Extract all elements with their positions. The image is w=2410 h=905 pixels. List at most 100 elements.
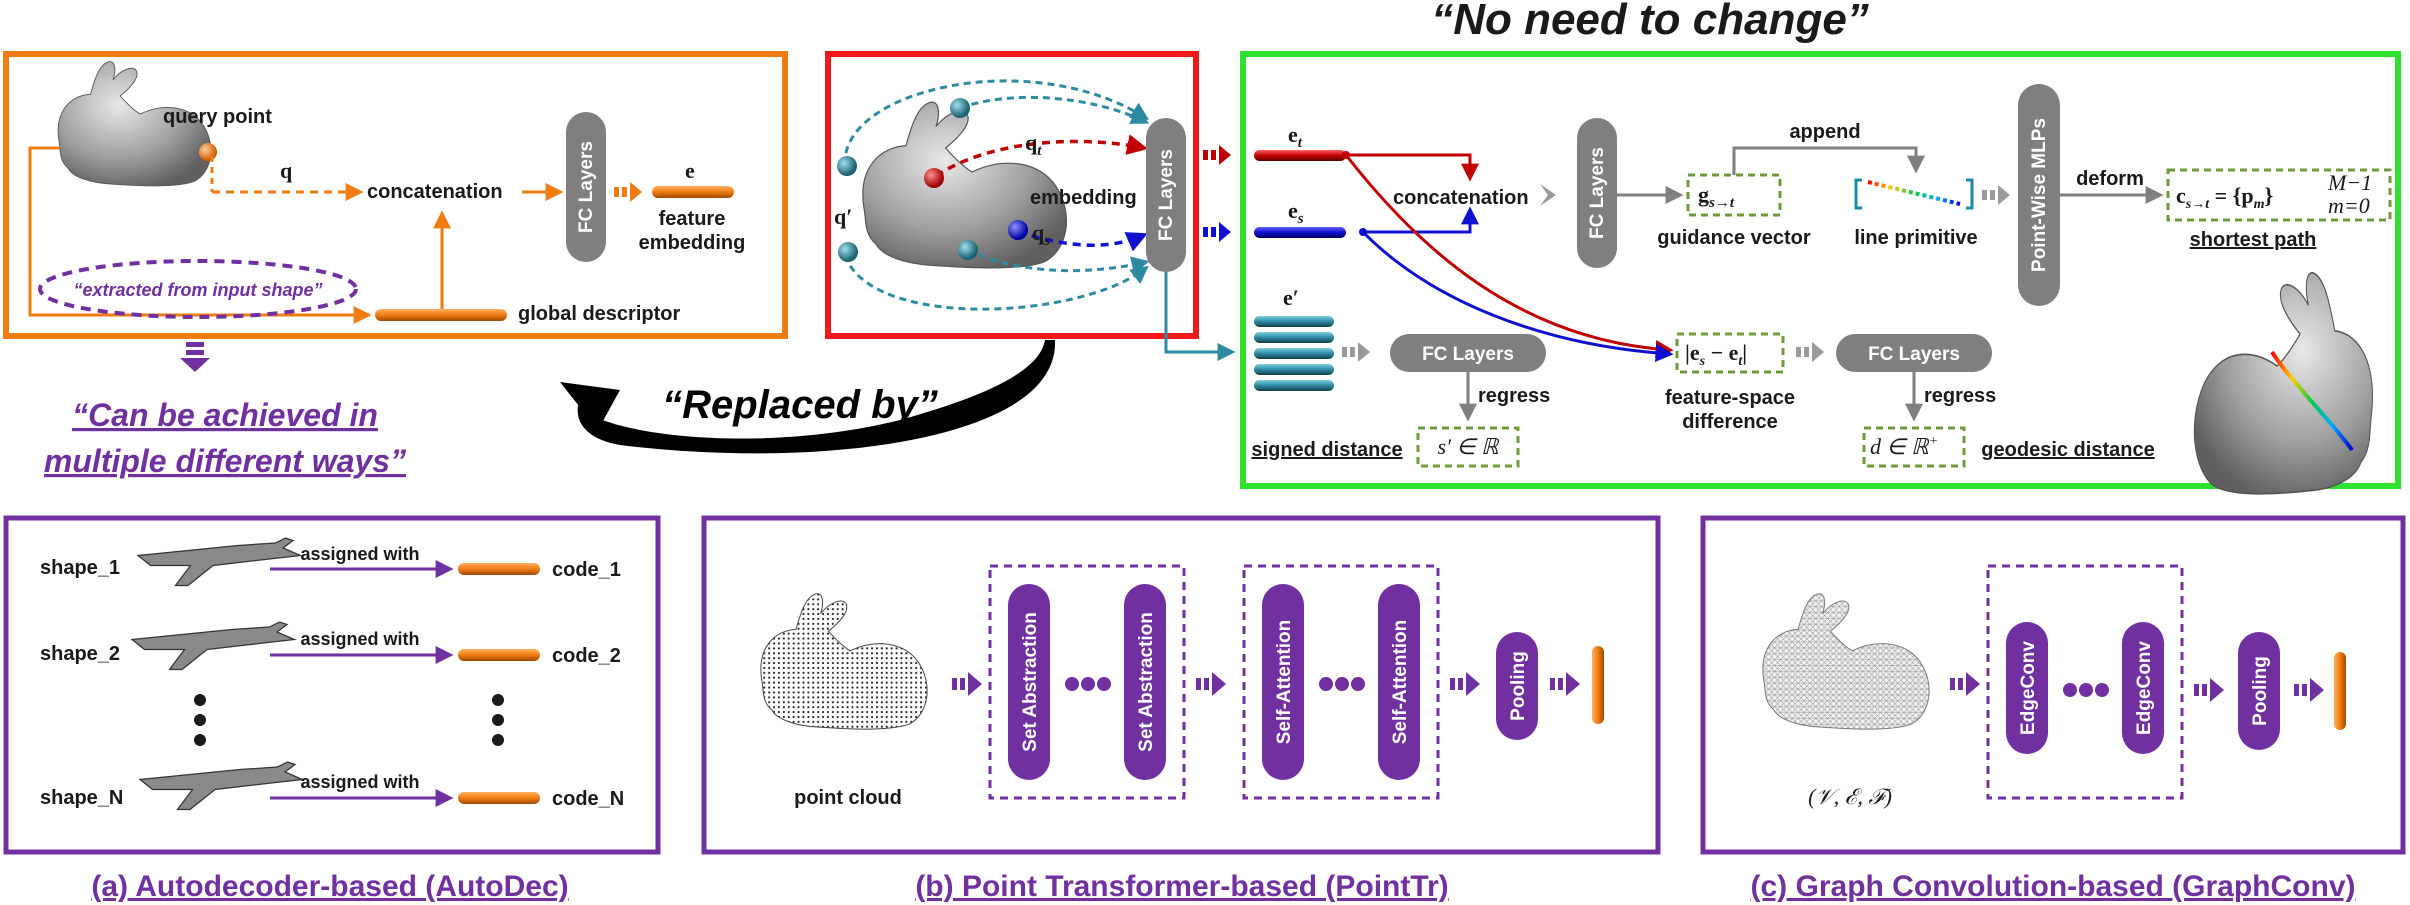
concatenation-label-right: concatenation (1393, 187, 1529, 209)
set-abstraction-pill-2 (1124, 584, 1166, 780)
point-cloud-image (760, 593, 928, 730)
teal-curve-4 (967, 248, 1150, 275)
graph-notation: (𝒱, ℰ, ℱ) (1808, 784, 1892, 809)
line-primitive-graphic (1854, 178, 1974, 210)
fc-layers-gd-label: FC Layers (1868, 344, 1960, 365)
pointwise-mlps-label: Point-Wise MLPs (2029, 118, 2050, 272)
d-formula: d ∈ ℝ+ (1870, 434, 1938, 459)
triple-arrow-blue (1203, 222, 1231, 242)
fc-layers-main-label: FC Layers (1587, 147, 1608, 239)
replaced-by-swoosh (577, 340, 1056, 454)
replaced-by-label: “Replaced by” (662, 383, 938, 427)
mesh-bunny-image (1762, 593, 1930, 730)
edgeconv-label-1: EdgeConv (2018, 641, 2039, 735)
triple-arrow-gray-1 (1982, 185, 2010, 205)
s-prime-box (1416, 426, 1520, 468)
append-label: append (1789, 121, 1860, 143)
triple-arrow-orange-1 (614, 182, 642, 202)
c-sup: M−1 (2327, 170, 2372, 195)
concatenation-label-left: concatenation (367, 181, 503, 203)
c-low: m=0 (2328, 193, 2370, 218)
query-point-marker (199, 143, 217, 161)
code-n-label: code_N (552, 788, 624, 810)
fc-layers-left-label: FC Layers (576, 141, 597, 233)
edgeconv-pill-1 (2006, 622, 2048, 754)
output-code-bar-b (1592, 646, 1604, 724)
code-1-label: code_1 (552, 559, 621, 581)
feature-label: feature (659, 208, 726, 230)
teal-curve-3 (843, 254, 1149, 311)
append-arrow (1732, 146, 1925, 175)
extracted-label: “extracted from input shape” (73, 280, 322, 300)
pooling-pill-b (1496, 632, 1538, 740)
point-cloud-label: point cloud (794, 787, 902, 809)
q-t-label: qt (1025, 130, 1042, 159)
ellipsis-dots-a-left (194, 694, 206, 746)
e-t-to-concat (1346, 153, 1479, 182)
e-s-to-diff (1361, 230, 1674, 362)
extracted-ellipse (38, 259, 358, 319)
edgeconv-pill-2 (2122, 622, 2164, 754)
feature-space-label-2: difference (1682, 411, 1778, 433)
geodesic-distance-label: geodesic distance (1981, 439, 2154, 461)
shape-1-label: shape_1 (40, 557, 120, 579)
deform-label: deform (2076, 168, 2144, 190)
e-t-to-diff (1344, 154, 1674, 359)
multi-ways-line-1: “Can be achieved in (72, 397, 378, 433)
triple-arrow-purple-b4 (1550, 672, 1580, 696)
caption-c: (c) Graph Convolution-based (GraphConv) (1751, 870, 2356, 903)
shape-2-label: shape_2 (40, 643, 120, 665)
purple-down-arrow (180, 342, 210, 372)
ellipsis-dots-c (2063, 683, 2109, 697)
q-s-label: qs (1032, 220, 1050, 249)
ellipsis-dots-b2 (1319, 677, 1365, 691)
plane-2-image (131, 621, 296, 671)
fc-layers-pill-main (1577, 118, 1617, 268)
teal-point-3 (838, 242, 858, 262)
pointwise-mlps-pill (2018, 84, 2060, 306)
code-2-bar (458, 649, 540, 661)
e-t-label: et (1288, 122, 1303, 151)
original-pipeline-box (3, 51, 788, 339)
q-t-arrow (935, 134, 1149, 178)
q-t-point (924, 168, 944, 188)
caption-b: (b) Point Transformer-based (PointTr) (915, 870, 1448, 903)
shape-n-label: shape_N (40, 787, 123, 809)
replacement-box (825, 51, 1199, 339)
self-attention-pill-2 (1378, 584, 1420, 780)
fc-layers-pill-sd (1390, 334, 1546, 372)
g-formula: gs→t (1698, 182, 1735, 211)
teal-curve-1 (843, 79, 1150, 166)
assigned-label-1: assigned with (300, 544, 419, 564)
teal-point-2 (837, 156, 857, 176)
panel-a-box (3, 515, 661, 855)
teal-point-4 (958, 240, 978, 260)
panel-b-box (701, 515, 1661, 855)
code-2-label: code_2 (552, 645, 621, 667)
output-code-bar-c (2334, 652, 2346, 730)
multi-ways-line-2: multiple different ways” (44, 443, 406, 479)
edgeconv-group (1986, 564, 2184, 800)
triple-arrow-red (1203, 145, 1231, 165)
triple-arrow-gray-2 (1342, 342, 1370, 362)
feature-space-label-1: feature-space (1665, 387, 1795, 409)
e-s-to-concat (1363, 206, 1479, 234)
self-attention-group (1242, 564, 1440, 800)
embedding-label-mid: embedding (1030, 187, 1137, 209)
q-s-arrow (1017, 230, 1148, 252)
signed-distance-label: signed distance (1251, 439, 1402, 461)
replaced-by-arrowhead (560, 382, 620, 430)
e-s-label: es (1288, 198, 1304, 227)
diff-box (1675, 332, 1785, 374)
fc-layers-sd-label: FC Layers (1422, 344, 1514, 365)
e-label-left: e (685, 158, 695, 183)
line-primitive-label: line primitive (1854, 227, 1977, 249)
self-attention-pill-1 (1262, 584, 1304, 780)
pooling-pill-c (2238, 632, 2280, 750)
pooling-label-c: Pooling (2250, 656, 2271, 726)
triple-arrow-purple-b3 (1450, 672, 1480, 696)
fc-layers-pill-left (566, 112, 606, 262)
triple-arrow-purple-c2 (2194, 678, 2224, 702)
assigned-label-n: assigned with (300, 772, 419, 792)
set-abstraction-label-2: Set Abstraction (1136, 612, 1157, 752)
